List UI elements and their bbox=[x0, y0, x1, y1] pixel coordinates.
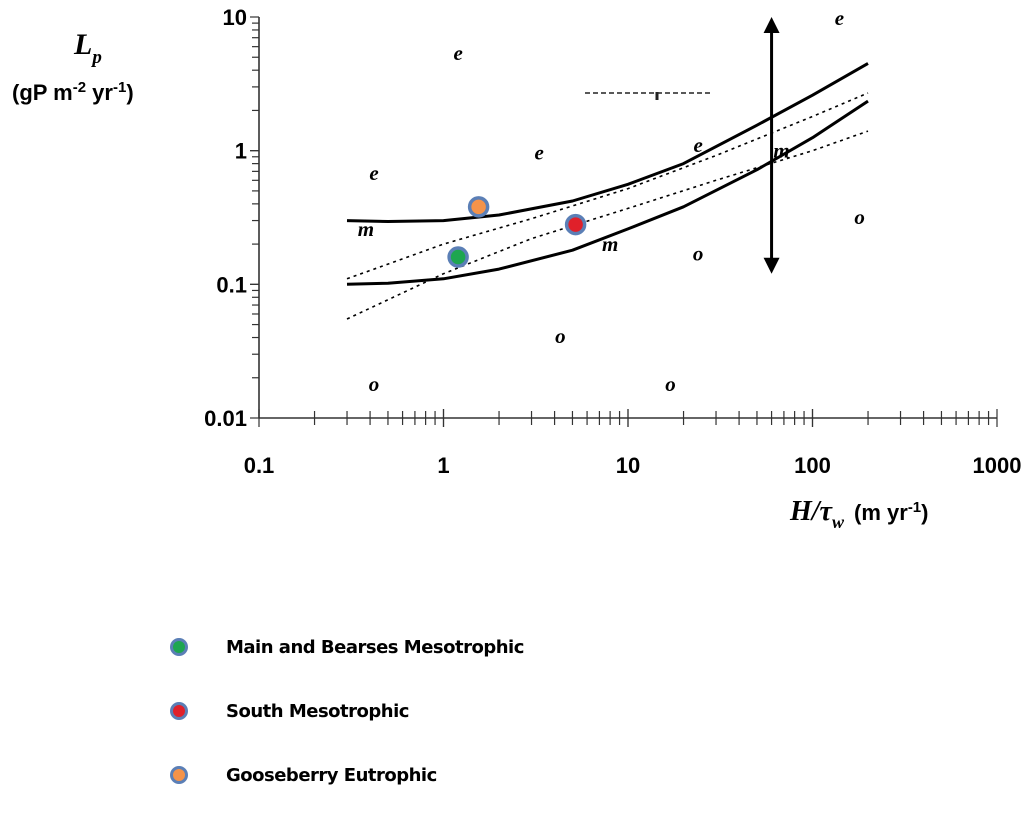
y-axis-title: Lp bbox=[73, 28, 102, 68]
y-axis-units: (gP m-2 yr-1) bbox=[12, 79, 134, 106]
region-label-e: e bbox=[535, 140, 544, 164]
legend: Main and Bearses Mesotrophic South Mesot… bbox=[168, 632, 524, 824]
region-label-e: e bbox=[835, 6, 844, 30]
data-point bbox=[447, 246, 469, 268]
x-tick-label: 0.1 bbox=[244, 453, 275, 478]
region-label-m: m bbox=[358, 217, 374, 241]
region-label-e: e bbox=[369, 161, 378, 185]
legend-marker-orange bbox=[170, 766, 188, 784]
arrow-head-up bbox=[763, 17, 780, 33]
legend-label: South Mesotrophic bbox=[226, 700, 409, 722]
region-label-o: o bbox=[665, 372, 676, 396]
legend-item: Gooseberry Eutrophic bbox=[168, 760, 524, 790]
x-tick-label: 1 bbox=[437, 453, 449, 478]
y-axis-subscript: p bbox=[90, 47, 102, 68]
data-point bbox=[467, 196, 490, 218]
legend-marker-green bbox=[170, 638, 188, 656]
legend-label: Main and Bearses Mesotrophic bbox=[226, 636, 524, 658]
chart: 0.1 1 10 100 1000 0.01 0.1 1 10 e e e e e m m m o o o o o Lp… bbox=[12, 5, 1021, 532]
boundary-line-upper bbox=[346, 62, 869, 223]
x-tick-label: 1000 bbox=[973, 453, 1022, 478]
region-labels: e e e e e m m m o o o o o bbox=[358, 6, 865, 396]
boundary-line-lower bbox=[346, 99, 869, 286]
y-tick-label: 0.1 bbox=[216, 272, 247, 297]
region-label-e: e bbox=[693, 133, 702, 157]
y-axis-symbol: L bbox=[73, 28, 92, 61]
region-label-o: o bbox=[555, 324, 566, 348]
boundary-lines bbox=[346, 62, 869, 320]
region-label-o: o bbox=[854, 205, 865, 229]
region-label-m: m bbox=[602, 232, 618, 256]
boundary-line-lower-dotted bbox=[346, 130, 869, 320]
boundary-line-upper-dotted bbox=[346, 92, 869, 280]
data-point bbox=[564, 213, 587, 236]
legend-marker-red bbox=[170, 702, 188, 720]
x-tick-label: 100 bbox=[794, 453, 831, 478]
region-label-m: m bbox=[773, 139, 789, 163]
y-tick-label: 1 bbox=[235, 139, 247, 164]
region-label-e: e bbox=[453, 41, 462, 65]
x-axis-title: H/τw (m yr-1) bbox=[789, 496, 928, 532]
x-axis-subscript: w bbox=[832, 512, 845, 532]
region-label-o: o bbox=[693, 242, 704, 266]
legend-item: South Mesotrophic bbox=[168, 696, 524, 726]
legend-label: Gooseberry Eutrophic bbox=[226, 764, 437, 786]
y-tick-label: 0.01 bbox=[204, 406, 247, 431]
axes: 0.1 1 10 100 1000 0.01 0.1 1 10 bbox=[204, 5, 1021, 478]
x-tick-label: 10 bbox=[616, 453, 640, 478]
trophic-range-arrow bbox=[763, 17, 780, 274]
dashed-annotation bbox=[585, 92, 712, 100]
arrow-head-down bbox=[763, 257, 780, 274]
y-tick-label: 10 bbox=[223, 5, 247, 30]
data-points bbox=[447, 196, 587, 268]
x-axis-symbol: H/τ bbox=[789, 496, 834, 527]
x-axis-units: (m yr-1) bbox=[854, 499, 928, 526]
region-label-o: o bbox=[369, 372, 380, 396]
legend-item: Main and Bearses Mesotrophic bbox=[168, 632, 524, 662]
